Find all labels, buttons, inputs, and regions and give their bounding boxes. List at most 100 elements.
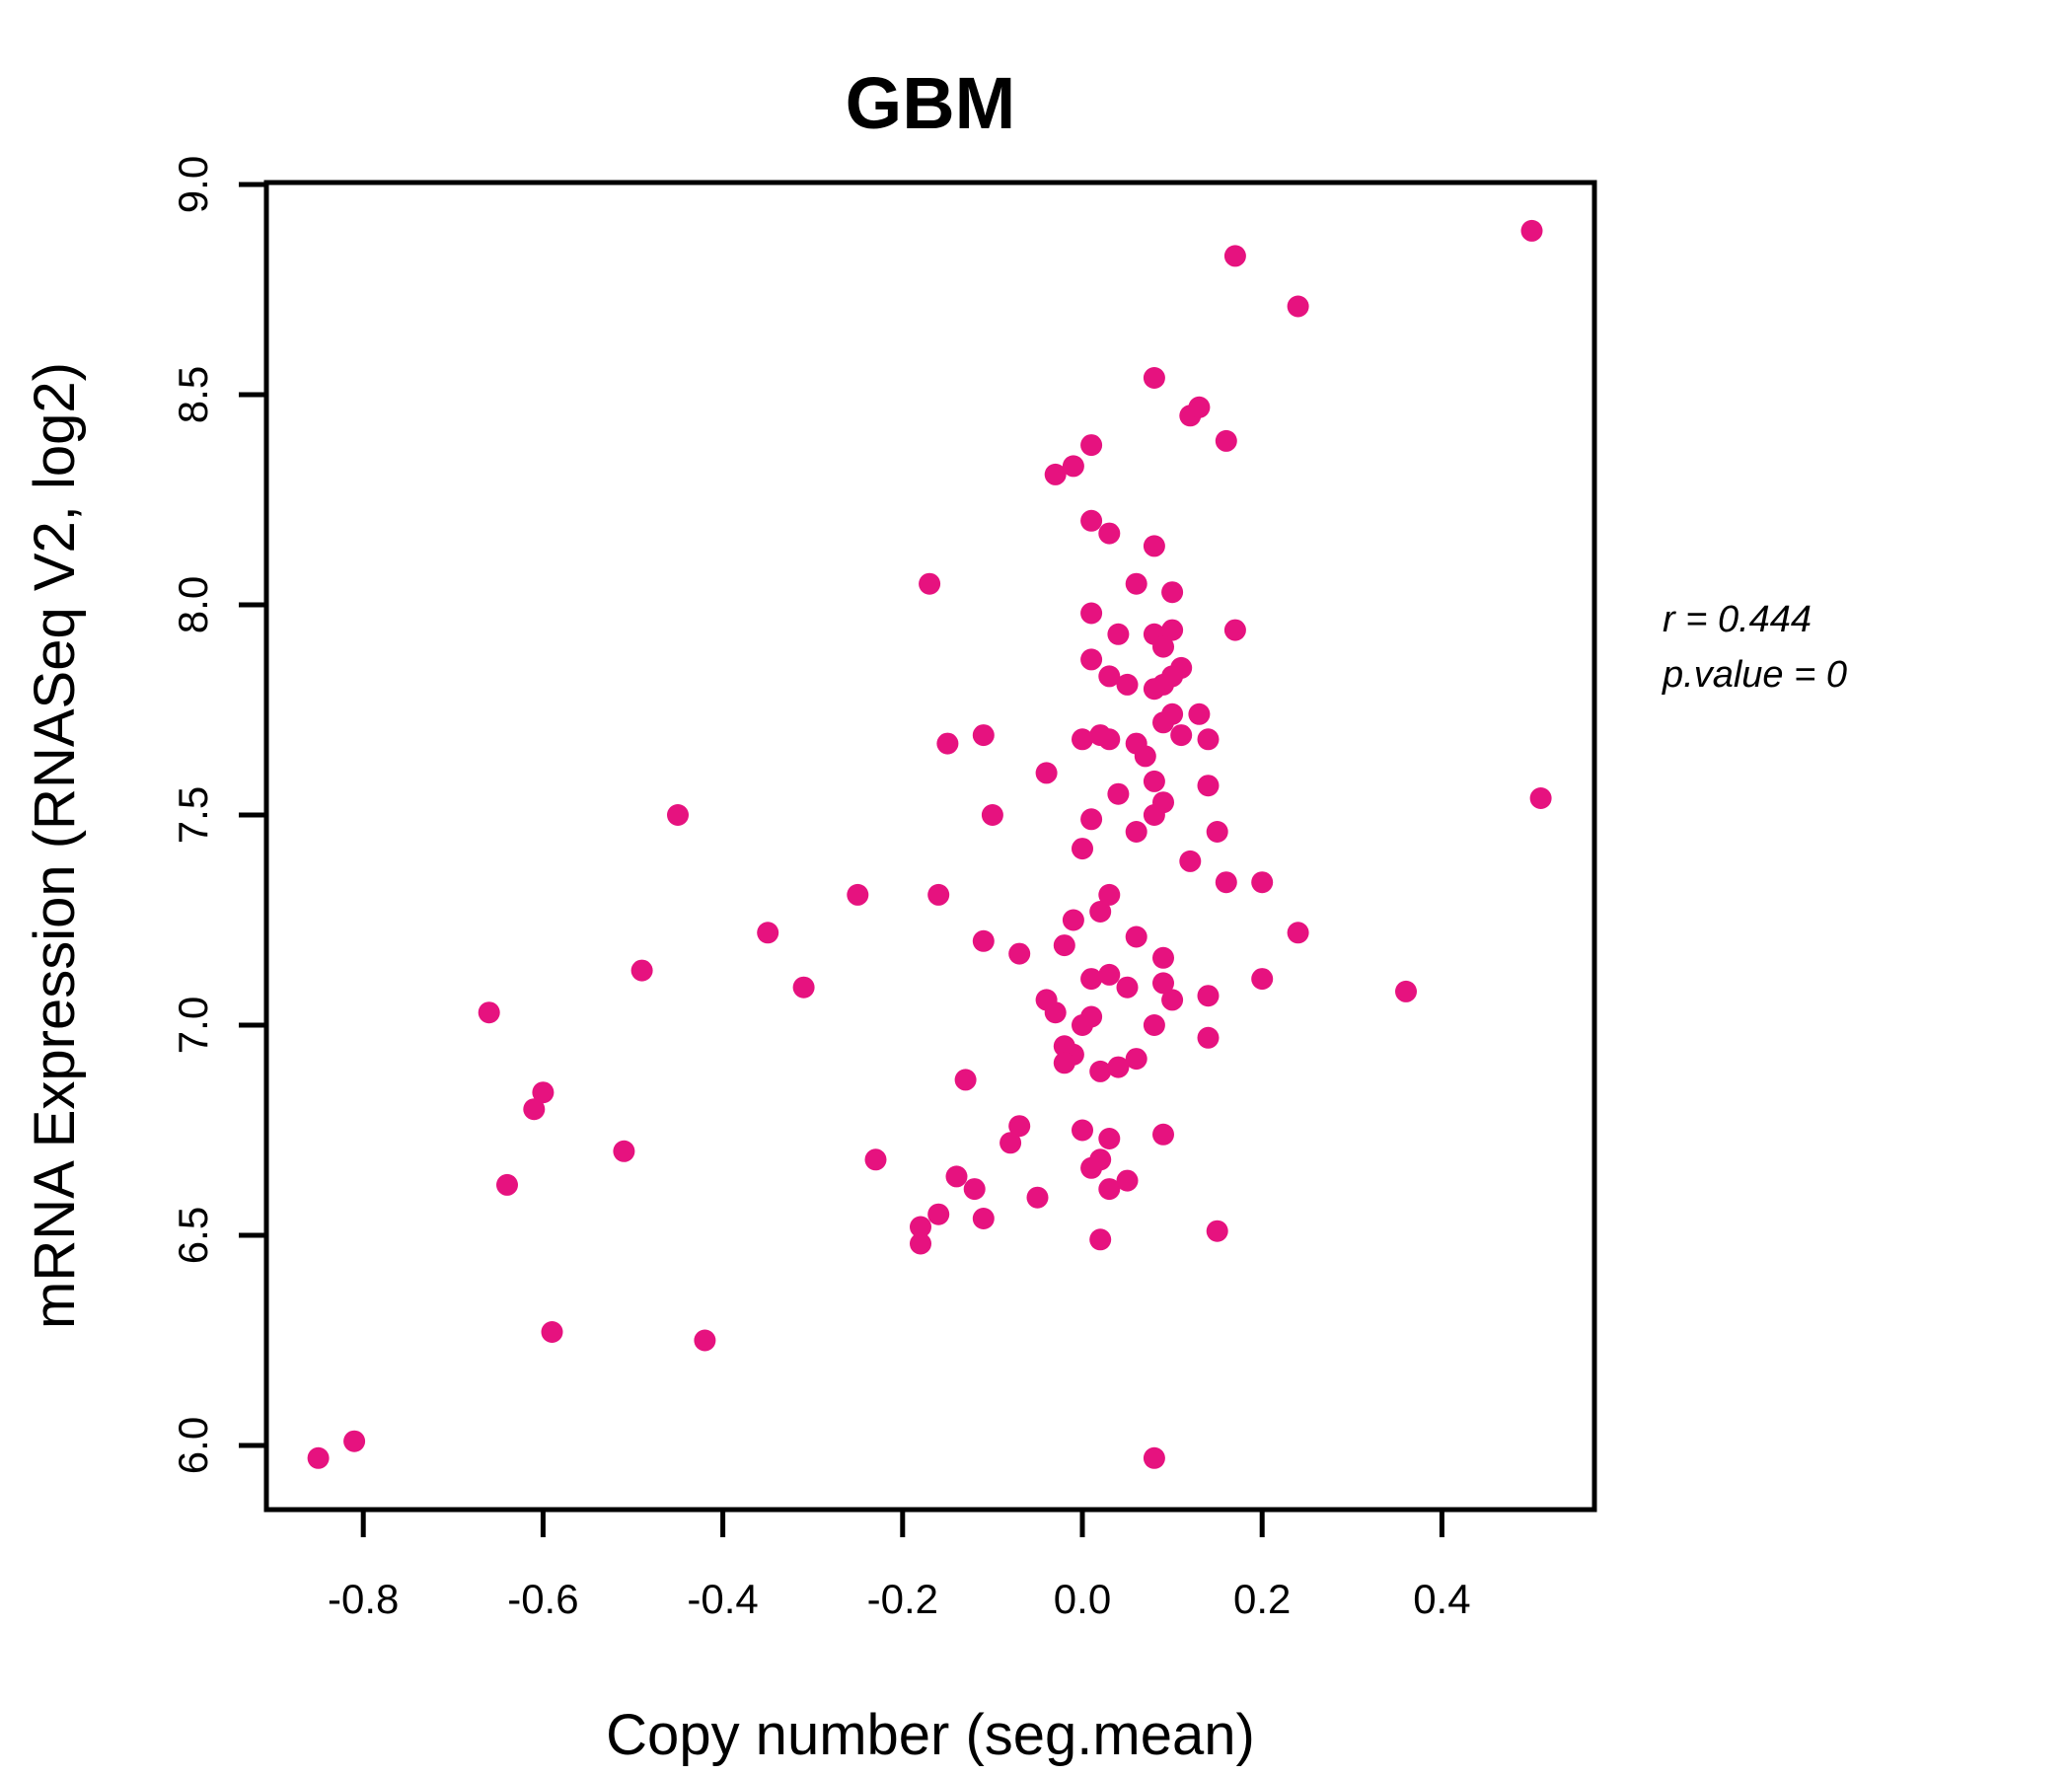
scatter-point	[1089, 1228, 1112, 1251]
x-tick-label: 0.4	[1413, 1576, 1470, 1622]
scatter-point	[1089, 1060, 1112, 1082]
scatter-points	[307, 219, 1552, 1469]
scatter-point	[1152, 972, 1174, 995]
scatter-point	[1080, 434, 1103, 457]
scatter-point	[792, 976, 815, 999]
scatter-point	[1053, 1052, 1075, 1074]
scatter-point	[1008, 1115, 1031, 1138]
scatter-point	[523, 1098, 546, 1121]
scatter-point	[1125, 925, 1147, 948]
x-tick-label: 0.0	[1054, 1576, 1111, 1622]
scatter-point	[1215, 429, 1237, 452]
scatter-point	[1125, 821, 1147, 843]
scatter-point	[1143, 770, 1165, 792]
scatter-point	[1152, 946, 1174, 969]
scatter-point	[1134, 745, 1156, 768]
scatter-point	[1223, 619, 1246, 641]
scatter-point	[1125, 1048, 1147, 1071]
scatter-point	[954, 1069, 977, 1091]
scatter-point	[478, 1001, 500, 1024]
scatter-point	[1035, 762, 1058, 784]
scatter-point	[1152, 635, 1174, 658]
scatter-point	[1223, 245, 1246, 267]
scatter-point	[496, 1173, 518, 1196]
annotation-r-value: r = 0.444	[1663, 599, 1812, 640]
scatter-point	[307, 1446, 330, 1469]
scatter-point	[936, 732, 959, 755]
scatter-point	[1107, 1056, 1130, 1078]
scatter-point	[1008, 942, 1031, 965]
scatter-point	[1107, 623, 1130, 645]
scatter-point	[1287, 922, 1309, 944]
scatter-point	[945, 1165, 968, 1188]
scatter-point	[1197, 728, 1220, 751]
y-tick-label: 8.0	[170, 576, 216, 633]
scatter-point	[1098, 883, 1121, 906]
scatter-point	[1062, 455, 1084, 478]
chart-title: GBM	[846, 62, 1016, 144]
scatter-point	[1107, 782, 1130, 805]
scatter-point	[1080, 602, 1103, 625]
x-tick-label: -0.2	[867, 1576, 938, 1622]
scatter-point	[864, 1148, 887, 1171]
y-tick-label: 9.0	[170, 156, 216, 213]
scatter-point	[999, 1132, 1022, 1154]
scatter-point	[1080, 968, 1103, 991]
scatter-point	[847, 883, 869, 906]
scatter-point	[1520, 219, 1543, 242]
y-tick-label: 6.0	[170, 1417, 216, 1474]
scatter-point	[1080, 1005, 1103, 1028]
scatter-point	[541, 1321, 563, 1343]
scatter-point	[1152, 1123, 1174, 1146]
scatter-point	[1251, 968, 1274, 991]
y-axis-label: mRNA Expression (RNASeq V2, log2)	[23, 362, 87, 1329]
scatter-point	[1152, 711, 1174, 734]
scatter-point	[1161, 619, 1184, 641]
scatter-point	[1125, 572, 1147, 595]
scatter-point	[1098, 728, 1121, 751]
scatter-point	[757, 922, 779, 944]
scatter-point	[910, 1232, 931, 1255]
scatter-point	[1251, 871, 1274, 894]
scatter-point	[1143, 1014, 1165, 1036]
scatter-point	[1197, 775, 1220, 797]
y-tick-label: 7.5	[170, 786, 216, 844]
scatter-point	[1098, 1128, 1121, 1149]
y-tick-label: 8.5	[170, 366, 216, 423]
scatter-point	[1098, 665, 1121, 688]
scatter-point	[1098, 522, 1121, 545]
scatter-point	[972, 1208, 995, 1229]
scatter-point	[1287, 295, 1309, 318]
scatter-point	[1062, 909, 1084, 931]
scatter-point	[1116, 673, 1139, 696]
scatter-point	[1072, 838, 1093, 860]
y-tick-label: 6.5	[170, 1207, 216, 1264]
scatter-point	[1161, 989, 1184, 1011]
scatter-point	[613, 1140, 635, 1162]
scatter-point	[1143, 678, 1165, 701]
scatter-point	[963, 1178, 986, 1201]
scatter-point	[1116, 976, 1139, 999]
scatter-point	[1206, 1220, 1228, 1242]
scatter-point	[1098, 1178, 1121, 1201]
scatter-point	[972, 929, 995, 952]
scatter-point	[981, 804, 1003, 826]
x-tick-label: -0.8	[328, 1576, 399, 1622]
scatter-point	[1080, 509, 1103, 532]
scatter-point	[919, 572, 941, 595]
scatter-point	[1053, 934, 1075, 957]
scatter-point	[1072, 728, 1093, 751]
scatter-point	[343, 1430, 366, 1452]
scatter-point	[927, 1203, 950, 1225]
scatter-point	[1143, 367, 1165, 389]
scatter-point	[1188, 703, 1211, 725]
annotation-p-value: p.value = 0	[1662, 654, 1847, 696]
scatter-point	[1215, 871, 1237, 894]
scatter-point	[1143, 1446, 1165, 1469]
scatter-point	[1080, 1156, 1103, 1179]
scatter-point	[532, 1081, 555, 1104]
x-tick-label: -0.4	[687, 1576, 758, 1622]
x-tick-label: 0.2	[1233, 1576, 1291, 1622]
